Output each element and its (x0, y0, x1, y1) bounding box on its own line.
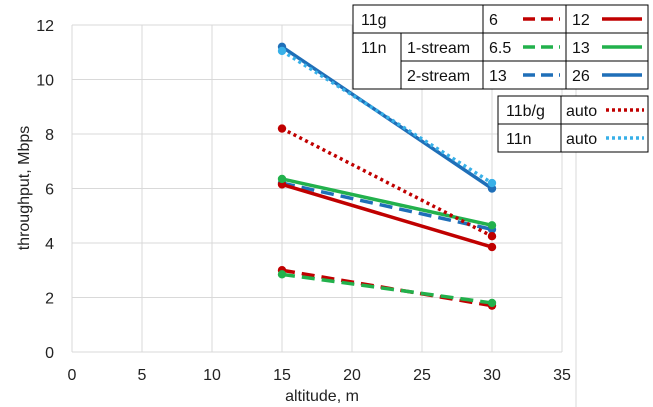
data-point (487, 231, 497, 241)
y-tick-label: 10 (36, 73, 54, 90)
data-point (277, 174, 287, 184)
series-line (281, 272, 493, 305)
legend-label: 11n (361, 40, 387, 57)
series-lines (277, 42, 497, 310)
legend-auto-table: 11b/g auto 11n auto (497, 95, 649, 153)
x-tick-label: 15 (273, 367, 291, 384)
legend-value: auto (566, 131, 597, 148)
x-axis-ticks: 0 5 10 15 20 25 30 35 (68, 367, 571, 384)
x-tick-label: 10 (203, 367, 221, 384)
data-point (487, 178, 497, 188)
series-line (281, 181, 493, 232)
data-point (277, 46, 287, 56)
x-tick-label: 35 (553, 367, 571, 384)
x-axis-label: altitude, m (285, 388, 359, 405)
legend-label: 11g (361, 12, 387, 29)
y-axis-ticks: 0 2 4 6 8 10 12 (36, 18, 54, 362)
data-point (277, 270, 287, 279)
legend1-frame (352, 4, 649, 90)
series-line (281, 126, 493, 238)
data-point (487, 298, 497, 308)
y-tick-label: 8 (45, 127, 54, 144)
legend-value: 6 (489, 12, 498, 29)
legend-value: auto (566, 103, 597, 120)
legend-rate-table: 11g 6 12 11n 1-stream 6.5 13 2-stream 13 26 (352, 4, 649, 90)
x-tick-label: 25 (413, 367, 431, 384)
x-tick-label: 20 (343, 367, 361, 384)
data-point (487, 242, 497, 252)
legend-value: 26 (572, 68, 590, 85)
y-axis-label: throughput, Mbps (16, 126, 33, 251)
data-point (277, 124, 287, 133)
y-tick-label: 2 (45, 291, 54, 308)
legend-value: 6.5 (489, 40, 511, 57)
legend-value: 12 (572, 12, 590, 29)
y-tick-label: 12 (36, 18, 54, 35)
x-tick-label: 30 (483, 367, 501, 384)
legend-value: 13 (489, 68, 507, 85)
legend-label: 1-stream (407, 40, 470, 57)
series-line (281, 182, 493, 249)
x-tick-label: 0 (68, 367, 77, 384)
y-tick-label: 0 (45, 345, 54, 362)
legend-label: 2-stream (407, 68, 470, 85)
legend-label: 11n (506, 131, 532, 148)
legend-value: 13 (572, 40, 590, 57)
series-line (281, 177, 493, 227)
x-tick-label: 5 (138, 367, 147, 384)
y-tick-label: 4 (45, 236, 54, 253)
data-point (487, 221, 497, 230)
legend-label: 11b/g (506, 103, 545, 120)
y-tick-label: 6 (45, 182, 54, 199)
series-line (281, 49, 493, 185)
